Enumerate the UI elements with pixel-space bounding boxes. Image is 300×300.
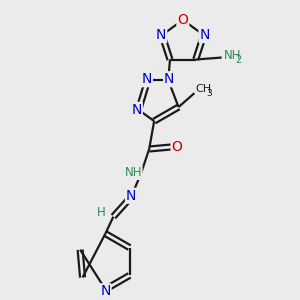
Text: N: N	[164, 72, 174, 86]
Text: CH: CH	[196, 84, 211, 94]
Text: N: N	[100, 284, 111, 298]
Text: 2: 2	[236, 55, 242, 64]
Text: NH: NH	[224, 49, 241, 62]
Text: O: O	[172, 140, 182, 154]
Text: N: N	[142, 72, 152, 86]
Text: 3: 3	[206, 88, 212, 98]
Text: NH: NH	[124, 167, 142, 179]
Text: N: N	[126, 189, 136, 203]
Text: N: N	[156, 28, 166, 42]
Text: O: O	[177, 13, 188, 27]
Text: H: H	[97, 206, 106, 219]
Text: N: N	[131, 103, 142, 117]
Text: N: N	[200, 28, 210, 42]
